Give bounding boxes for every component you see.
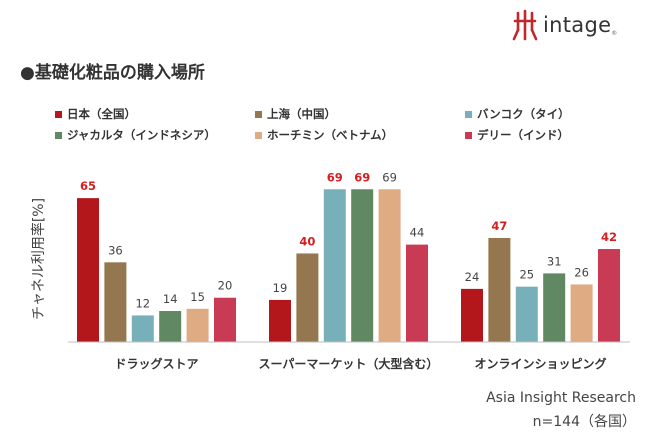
- data-label-5-2: 42: [601, 230, 617, 244]
- registered-mark: ®: [611, 30, 618, 37]
- bar-3-0: [159, 311, 182, 342]
- data-label-0-1: 19: [273, 281, 288, 295]
- bar-1-2: [488, 237, 511, 342]
- legend-item-4: ホーチミン（ベトナム）: [255, 127, 393, 143]
- legend-swatch-2: [465, 110, 472, 118]
- y-axis-title: チャネル利用率[%]: [30, 198, 47, 320]
- data-label-5-1: 44: [410, 226, 425, 240]
- legend-item-0: 日本（全国）: [55, 106, 136, 122]
- bar-4-0: [186, 308, 209, 342]
- bar-4-2: [570, 284, 593, 342]
- legend-item-3: ジャカルタ（インドネシア）: [55, 127, 216, 143]
- data-label-1-2: 47: [491, 219, 507, 233]
- bar-0-2: [461, 288, 483, 342]
- chart-title: ●基礎化粧品の購入場所: [20, 63, 205, 83]
- intage-logo-mark: [512, 9, 538, 41]
- bar-2-0: [131, 315, 154, 342]
- intage-logo: intage ®: [512, 8, 617, 42]
- data-label-0-0: 65: [80, 179, 96, 193]
- bar-5-2: [598, 249, 620, 342]
- legend-label-0: 日本（全国）: [67, 107, 136, 121]
- category-label-1: スーパーマーケット（大型含む）: [259, 356, 439, 371]
- data-label-0-2: 24: [465, 270, 480, 284]
- legend-swatch-4: [255, 131, 262, 139]
- sample-size-note: n=144（各国）: [532, 414, 636, 430]
- category-label-0: ドラッグストア: [114, 356, 198, 371]
- legend-label-1: 上海（中国）: [267, 107, 336, 121]
- bar-2-2: [515, 286, 538, 342]
- data-label-3-1: 69: [354, 170, 370, 184]
- bar-0-0: [77, 198, 99, 342]
- data-label-4-1: 69: [382, 170, 397, 184]
- legend-swatch-0: [55, 110, 62, 118]
- data-label-5-0: 20: [218, 279, 233, 293]
- legend-swatch-1: [255, 110, 262, 118]
- legend-item-5: デリー（インド）: [465, 127, 569, 143]
- data-label-3-2: 31: [547, 254, 562, 268]
- category-label-2: オンラインショッピング: [474, 356, 606, 371]
- bar-1-1: [296, 253, 319, 342]
- legend-item-1: 上海（中国）: [255, 106, 336, 122]
- bar-2-1: [323, 189, 346, 342]
- legend-swatch-5: [465, 131, 472, 139]
- bar-5-0: [214, 297, 236, 342]
- data-label-1-0: 36: [108, 243, 123, 257]
- data-label-4-2: 26: [574, 265, 589, 279]
- legend-item-2: バンコク（タイ）: [465, 106, 570, 122]
- bar-3-2: [543, 273, 566, 342]
- legend-label-3: ジャカルタ（インドネシア）: [67, 128, 216, 142]
- data-label-2-0: 12: [135, 296, 150, 310]
- data-label-1-1: 40: [299, 234, 315, 248]
- legend-label-4: ホーチミン（ベトナム）: [267, 128, 394, 142]
- legend-swatch-3: [55, 131, 62, 139]
- bar-5-1: [406, 244, 428, 342]
- bar-4-1: [378, 189, 401, 342]
- data-label-2-2: 25: [519, 268, 534, 282]
- data-label-2-1: 69: [327, 170, 343, 184]
- source-note: Asia Insight Research: [486, 390, 636, 406]
- bar-3-1: [351, 189, 374, 342]
- data-label-3-0: 14: [163, 292, 178, 306]
- bar-1-0: [104, 262, 127, 342]
- logo-wordmark: intage: [543, 13, 612, 37]
- legend-label-2: バンコク（タイ）: [477, 107, 570, 121]
- bar-0-1: [269, 299, 291, 342]
- data-label-4-0: 15: [190, 290, 205, 304]
- legend-label-5: デリー（インド）: [477, 128, 569, 142]
